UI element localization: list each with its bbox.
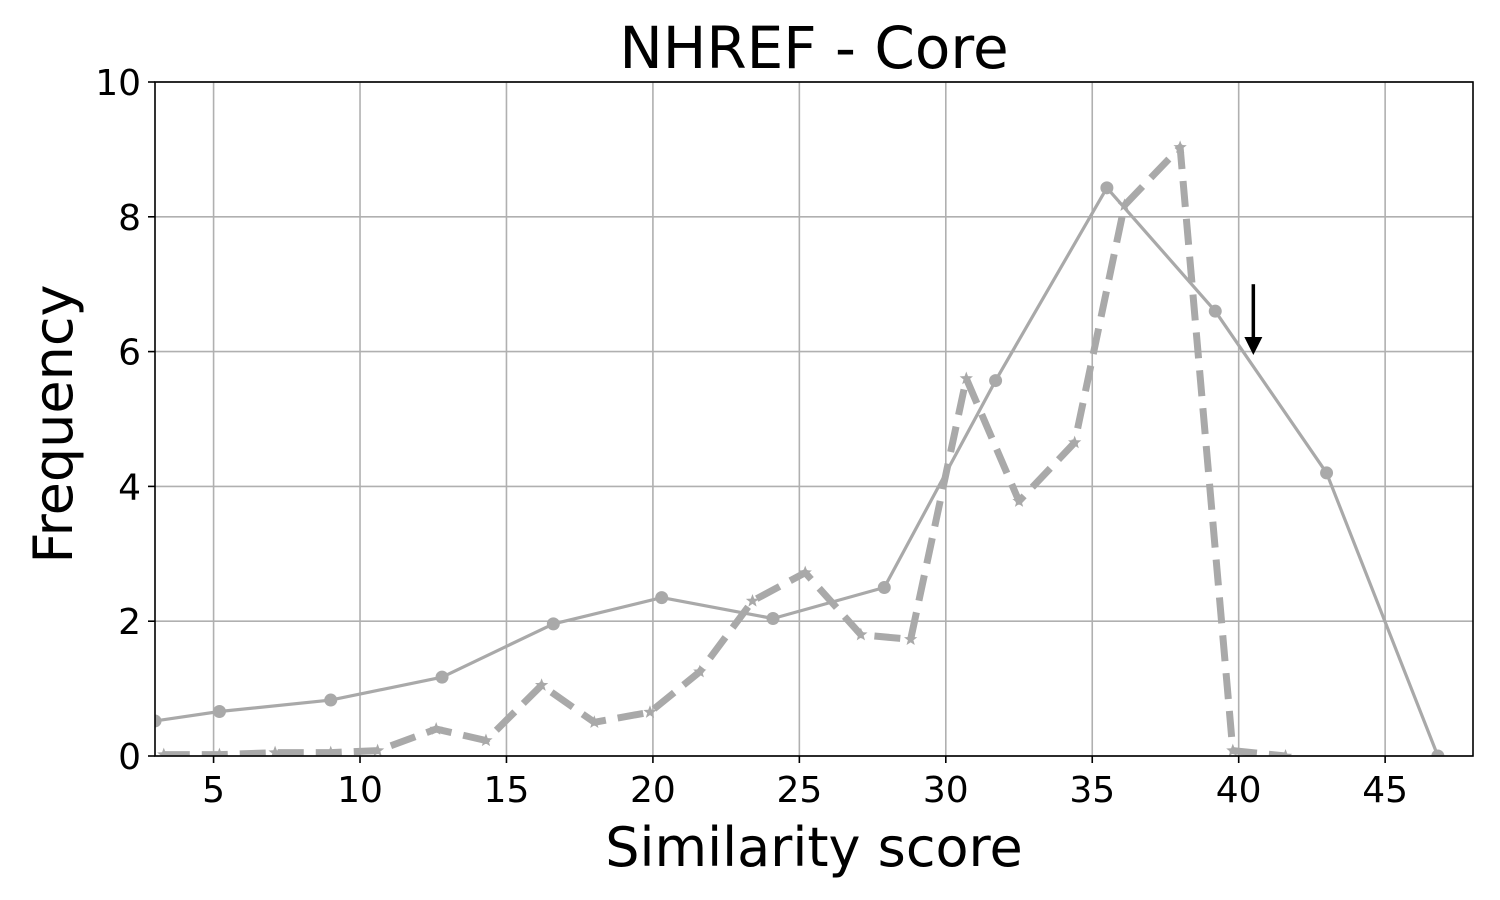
data-point: [798, 565, 812, 579]
data-point: [643, 705, 657, 718]
data-point: [1208, 304, 1222, 318]
x-tick-label: 10: [337, 770, 383, 811]
x-tick-label: 5: [202, 770, 225, 811]
data-point: [904, 632, 918, 646]
data-point: [655, 591, 669, 605]
data-point: [1320, 466, 1334, 480]
data-point: [479, 733, 493, 747]
data-point: [268, 745, 282, 756]
y-axis-title: Frequency: [22, 285, 85, 564]
data-point: [546, 617, 560, 631]
data-point: [854, 627, 868, 641]
data-point: [324, 745, 338, 756]
series-line: [155, 186, 1440, 756]
y-tick-label: 4: [118, 467, 141, 508]
data-point: [989, 374, 1003, 388]
y-tick-label: 10: [95, 63, 141, 104]
y-tick-label: 0: [118, 737, 141, 778]
x-tick-label: 45: [1362, 770, 1408, 811]
data-point: [1226, 743, 1240, 756]
x-tick-label: 20: [630, 770, 676, 811]
arrow-annotation: [1244, 284, 1263, 355]
x-axis-title: Similarity score: [605, 816, 1023, 879]
data-point: [370, 743, 385, 756]
data-point: [1100, 181, 1114, 195]
series-1: [155, 181, 1445, 756]
grid: [155, 81, 1473, 757]
x-tick-label: 25: [776, 770, 822, 811]
data-point: [1068, 435, 1082, 449]
series-2: [157, 140, 1293, 756]
data-point: [1278, 749, 1293, 756]
y-tick-label: 6: [118, 333, 141, 374]
data-point: [766, 612, 780, 626]
data-point: [212, 705, 226, 719]
data-point: [429, 722, 443, 735]
data-point: [435, 670, 449, 684]
x-tick-label: 15: [484, 770, 530, 811]
data-point: [1173, 140, 1187, 154]
data-point: [534, 678, 549, 691]
data-point: [1012, 494, 1026, 507]
data-point: [324, 693, 338, 707]
annotations: [1244, 284, 1263, 355]
series-layer: [155, 140, 1445, 756]
y-tick-label: 8: [118, 198, 141, 239]
series-line: [163, 143, 1286, 756]
x-tick-label: 30: [923, 770, 969, 811]
data-point: [745, 593, 760, 607]
x-tick-label: 40: [1216, 770, 1262, 811]
y-tick-label: 2: [118, 602, 141, 643]
data-point: [1431, 749, 1445, 756]
axis-ticks: 5 10 15 20 25 30 35 40 45 0 2 4 6 8 10: [95, 63, 1408, 811]
data-point: [212, 747, 227, 756]
data-point: [959, 371, 973, 385]
data-point: [157, 747, 171, 756]
x-tick-label: 35: [1069, 770, 1115, 811]
data-point: [877, 581, 891, 594]
plot-frame: [154, 81, 1474, 757]
data-point: [1117, 198, 1132, 212]
data-point: [693, 664, 707, 678]
data-point: [587, 715, 601, 728]
data-point: [155, 714, 162, 728]
chart-title: NHREF - Core: [619, 14, 1008, 82]
